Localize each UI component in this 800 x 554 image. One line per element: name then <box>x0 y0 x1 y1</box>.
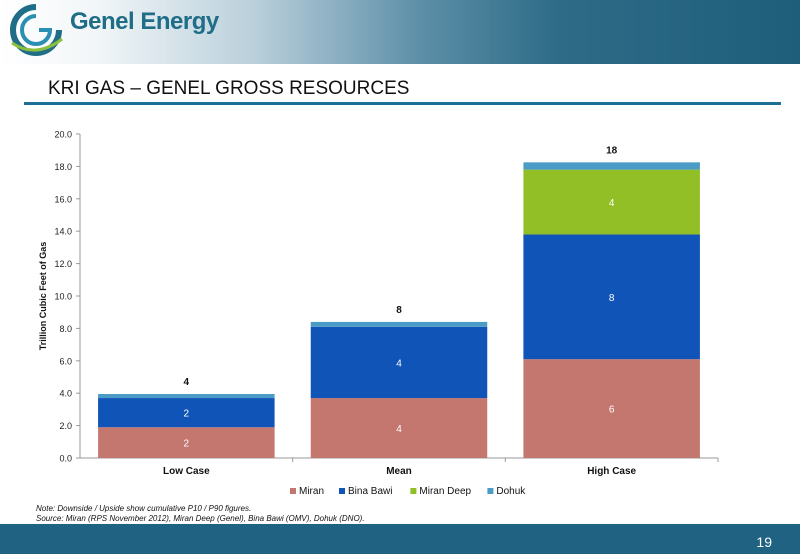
segment-value-label: 4 <box>609 198 615 209</box>
footnote-source: Source: Miran (RPS November 2012), Miran… <box>36 514 365 523</box>
title-rule <box>24 102 781 105</box>
legend-label: Miran <box>299 486 324 497</box>
bar-segment <box>310 326 488 399</box>
legend-label: Miran Deep <box>419 486 471 497</box>
bar-segment <box>98 398 275 428</box>
genel-energy-logo <box>10 4 63 56</box>
slide-title: KRI GAS – GENEL GROSS RESOURCES <box>48 78 410 99</box>
segment-value-label: 6 <box>609 405 615 416</box>
bar-total-label: 8 <box>396 305 402 316</box>
footer-band <box>0 524 800 554</box>
legend-label: Bina Bawi <box>348 486 392 497</box>
segment-value-label: 2 <box>184 439 190 450</box>
bar-segment <box>98 394 275 399</box>
segment-value-label: 4 <box>396 358 402 369</box>
segment-value-label: 2 <box>184 409 190 420</box>
y-tick-label: 12.0 <box>54 259 72 269</box>
legend-swatch <box>339 488 345 494</box>
y-tick-label: 6.0 <box>59 356 72 366</box>
bar-segment <box>310 398 488 458</box>
legend-swatch <box>410 488 417 494</box>
x-category-label: Low Case <box>163 466 210 477</box>
y-axis-title: Trillion Cubic Feet of Gas <box>38 242 48 351</box>
footnote-note: Note: Downside / Upside show cumulative … <box>36 504 252 513</box>
header-band <box>0 0 800 64</box>
bar-segment <box>523 234 700 360</box>
segment-value-label: 4 <box>396 424 402 435</box>
y-tick-label: 0.0 <box>59 454 72 464</box>
bar-segment <box>310 321 488 327</box>
y-tick-label: 16.0 <box>54 194 72 204</box>
y-tick-label: 10.0 <box>54 292 72 302</box>
bar-segment <box>98 427 275 458</box>
brand-name: Genel Energy <box>70 8 219 35</box>
bar-segment <box>523 169 700 235</box>
y-tick-label: 20.0 <box>54 130 72 140</box>
y-tick-label: 18.0 <box>54 162 72 172</box>
legend-swatch <box>290 488 296 494</box>
y-tick-label: 4.0 <box>59 389 72 399</box>
legend-label: Dohuk <box>496 486 526 497</box>
legend-swatch <box>487 488 494 494</box>
y-tick-label: 2.0 <box>59 421 72 431</box>
page-number: 19 <box>756 534 772 550</box>
y-tick-label: 14.0 <box>54 227 72 237</box>
bar-segment <box>523 359 700 458</box>
x-category-label: High Case <box>587 466 636 477</box>
x-category-label: Mean <box>386 466 412 477</box>
segment-value-label: 8 <box>609 293 615 304</box>
y-tick-label: 8.0 <box>59 324 72 334</box>
bar-segment <box>523 162 700 170</box>
stacked-bar-chart: 0.0 2.0 4.0 6.0 8.0 10.0 12.0 14.0 16.0 18.0 20.0 2… <box>38 130 719 497</box>
bar-total-label: 18 <box>606 145 618 156</box>
bar-total-label: 4 <box>184 377 190 388</box>
